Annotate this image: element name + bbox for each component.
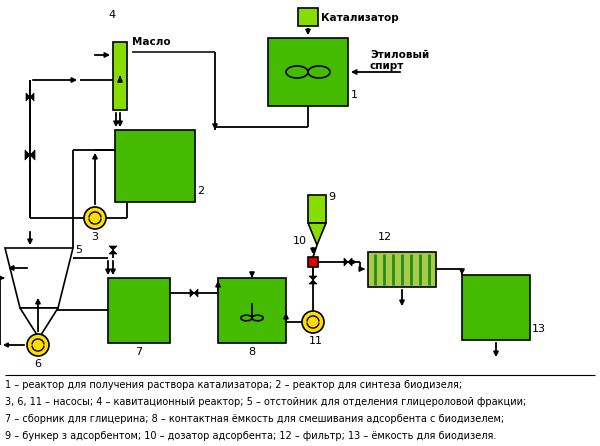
Text: 5: 5 [75,245,82,255]
Polygon shape [308,223,326,245]
Text: спирт: спирт [370,61,404,71]
Text: 2: 2 [197,186,204,196]
Bar [308,257,318,267]
Polygon shape [309,276,317,280]
Bar [115,130,195,202]
Bar [108,278,170,343]
Text: 7 – сборник для глицерина; 8 – контактная ёмкость для смешивания адсорбента с би: 7 – сборник для глицерина; 8 – контактна… [5,414,504,424]
Polygon shape [20,308,58,338]
Text: 3, 6, 11 – насосы; 4 – кавитационный реактор; 5 – отстойник для отделения глицер: 3, 6, 11 – насосы; 4 – кавитационный реа… [5,397,526,407]
Polygon shape [5,248,73,308]
Bar [268,38,348,106]
Bar [218,278,286,343]
Bar [113,42,127,110]
Text: 13: 13 [532,324,546,334]
Polygon shape [190,289,194,297]
Polygon shape [309,280,317,284]
Bar [298,8,318,26]
Polygon shape [109,246,117,250]
Text: 1: 1 [351,90,358,100]
Polygon shape [344,258,348,266]
Text: Масло: Масло [132,37,170,47]
Text: 7: 7 [135,347,142,357]
Polygon shape [30,150,35,160]
Text: 3: 3 [91,232,98,242]
Text: 1 – реактор для получения раствора катализатора; 2 – реактор для синтеза биодизе: 1 – реактор для получения раствора катал… [5,380,462,390]
Text: 9: 9 [328,192,335,202]
Polygon shape [25,150,30,160]
Text: 11: 11 [309,336,323,346]
Polygon shape [109,250,117,254]
Polygon shape [348,258,352,266]
Text: 12: 12 [378,232,392,242]
Polygon shape [26,93,30,101]
Circle shape [302,311,324,333]
Bar [368,252,436,287]
Bar [308,195,326,223]
Bar [462,275,530,340]
Text: Этиловый: Этиловый [370,50,429,60]
Text: Катализатор: Катализатор [321,13,399,23]
Text: 8: 8 [248,347,255,357]
Circle shape [27,334,49,356]
Circle shape [84,207,106,229]
Text: 4: 4 [108,10,115,20]
Text: 6: 6 [34,359,41,369]
Polygon shape [194,289,198,297]
Text: 9 – бункер з адсорбентом; 10 – дозатор адсорбента; 12 – фильтр; 13 – ёмкость для: 9 – бункер з адсорбентом; 10 – дозатор а… [5,431,496,441]
Text: 10: 10 [293,236,307,246]
Polygon shape [30,93,34,101]
